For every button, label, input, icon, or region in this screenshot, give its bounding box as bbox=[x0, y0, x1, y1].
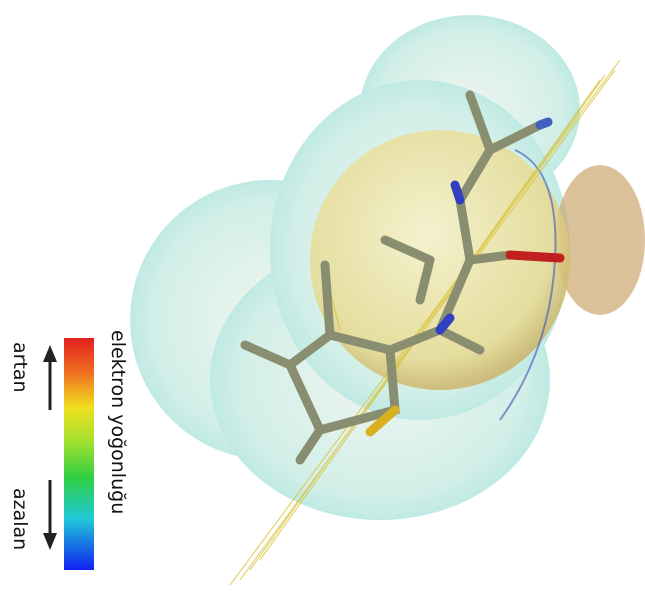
low-label: azalan bbox=[9, 488, 31, 550]
molecule-surface bbox=[130, 15, 645, 520]
color-bar bbox=[64, 338, 94, 570]
figure: artan azalan elektron yoğonluğu bbox=[0, 0, 645, 591]
arrows bbox=[43, 345, 57, 550]
legend-title: elektron yoğonluğu bbox=[107, 330, 129, 514]
legend: artan azalan elektron yoğonluğu bbox=[9, 330, 129, 570]
high-label: artan bbox=[9, 342, 31, 393]
